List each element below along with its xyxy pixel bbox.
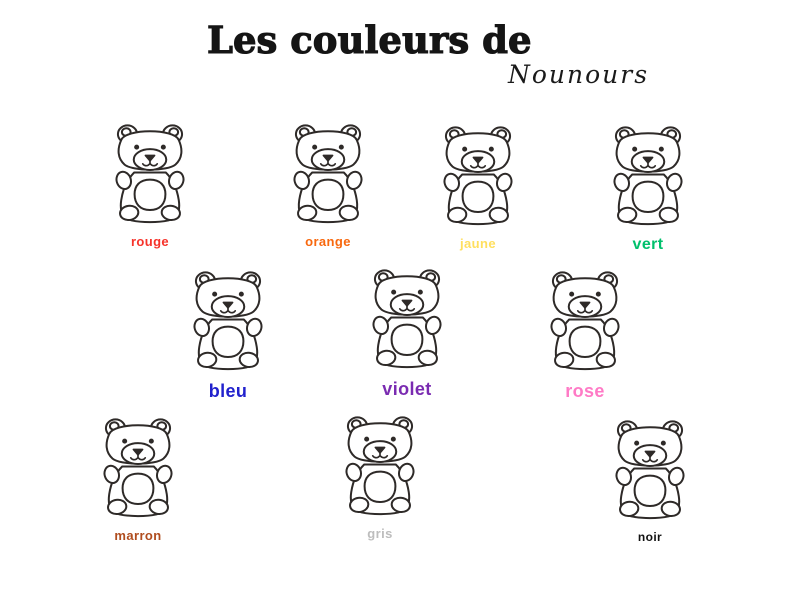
color-label: gris (367, 526, 393, 541)
bear-figure-orange: orange (272, 119, 384, 249)
color-label: orange (305, 234, 351, 249)
teddy-bear-illustration (293, 124, 363, 224)
teddy-bear-illustration (345, 416, 415, 516)
teddy-bear-illustration (615, 420, 685, 520)
bear-figure-noir: noir (594, 415, 706, 544)
teddy-bear-illustration (115, 124, 185, 224)
teddy-bear-illustration (550, 271, 620, 371)
teddy-bear-illustration (193, 271, 263, 371)
color-label: bleu (208, 381, 248, 401)
color-label: rose (565, 381, 605, 401)
page-subtitle-script: Nounours (508, 60, 650, 89)
color-label: violet (382, 379, 432, 399)
color-label: rouge (130, 234, 170, 249)
color-label: vert (632, 236, 664, 253)
bear-figure-rouge: rouge (94, 119, 206, 249)
color-label: noir (637, 530, 663, 544)
teddy-bear-illustration (103, 418, 173, 518)
teddy-bear-illustration (372, 269, 442, 369)
teddy-bear-illustration (613, 126, 683, 226)
page-title: Les couleurs de (206, 18, 532, 62)
bear-figure-jaune: jaune (422, 121, 534, 251)
color-label: marron (114, 528, 162, 543)
bear-figure-marron: marron (82, 413, 194, 543)
color-label: jaune (460, 236, 496, 251)
teddy-bear-illustration (443, 126, 513, 226)
bear-figure-rose: rose (529, 266, 641, 402)
bear-figure-gris: gris (324, 411, 436, 541)
bear-figure-vert: vert (592, 121, 704, 254)
bear-figure-bleu: bleu (172, 266, 284, 402)
bear-figure-violet: violet (351, 264, 463, 400)
